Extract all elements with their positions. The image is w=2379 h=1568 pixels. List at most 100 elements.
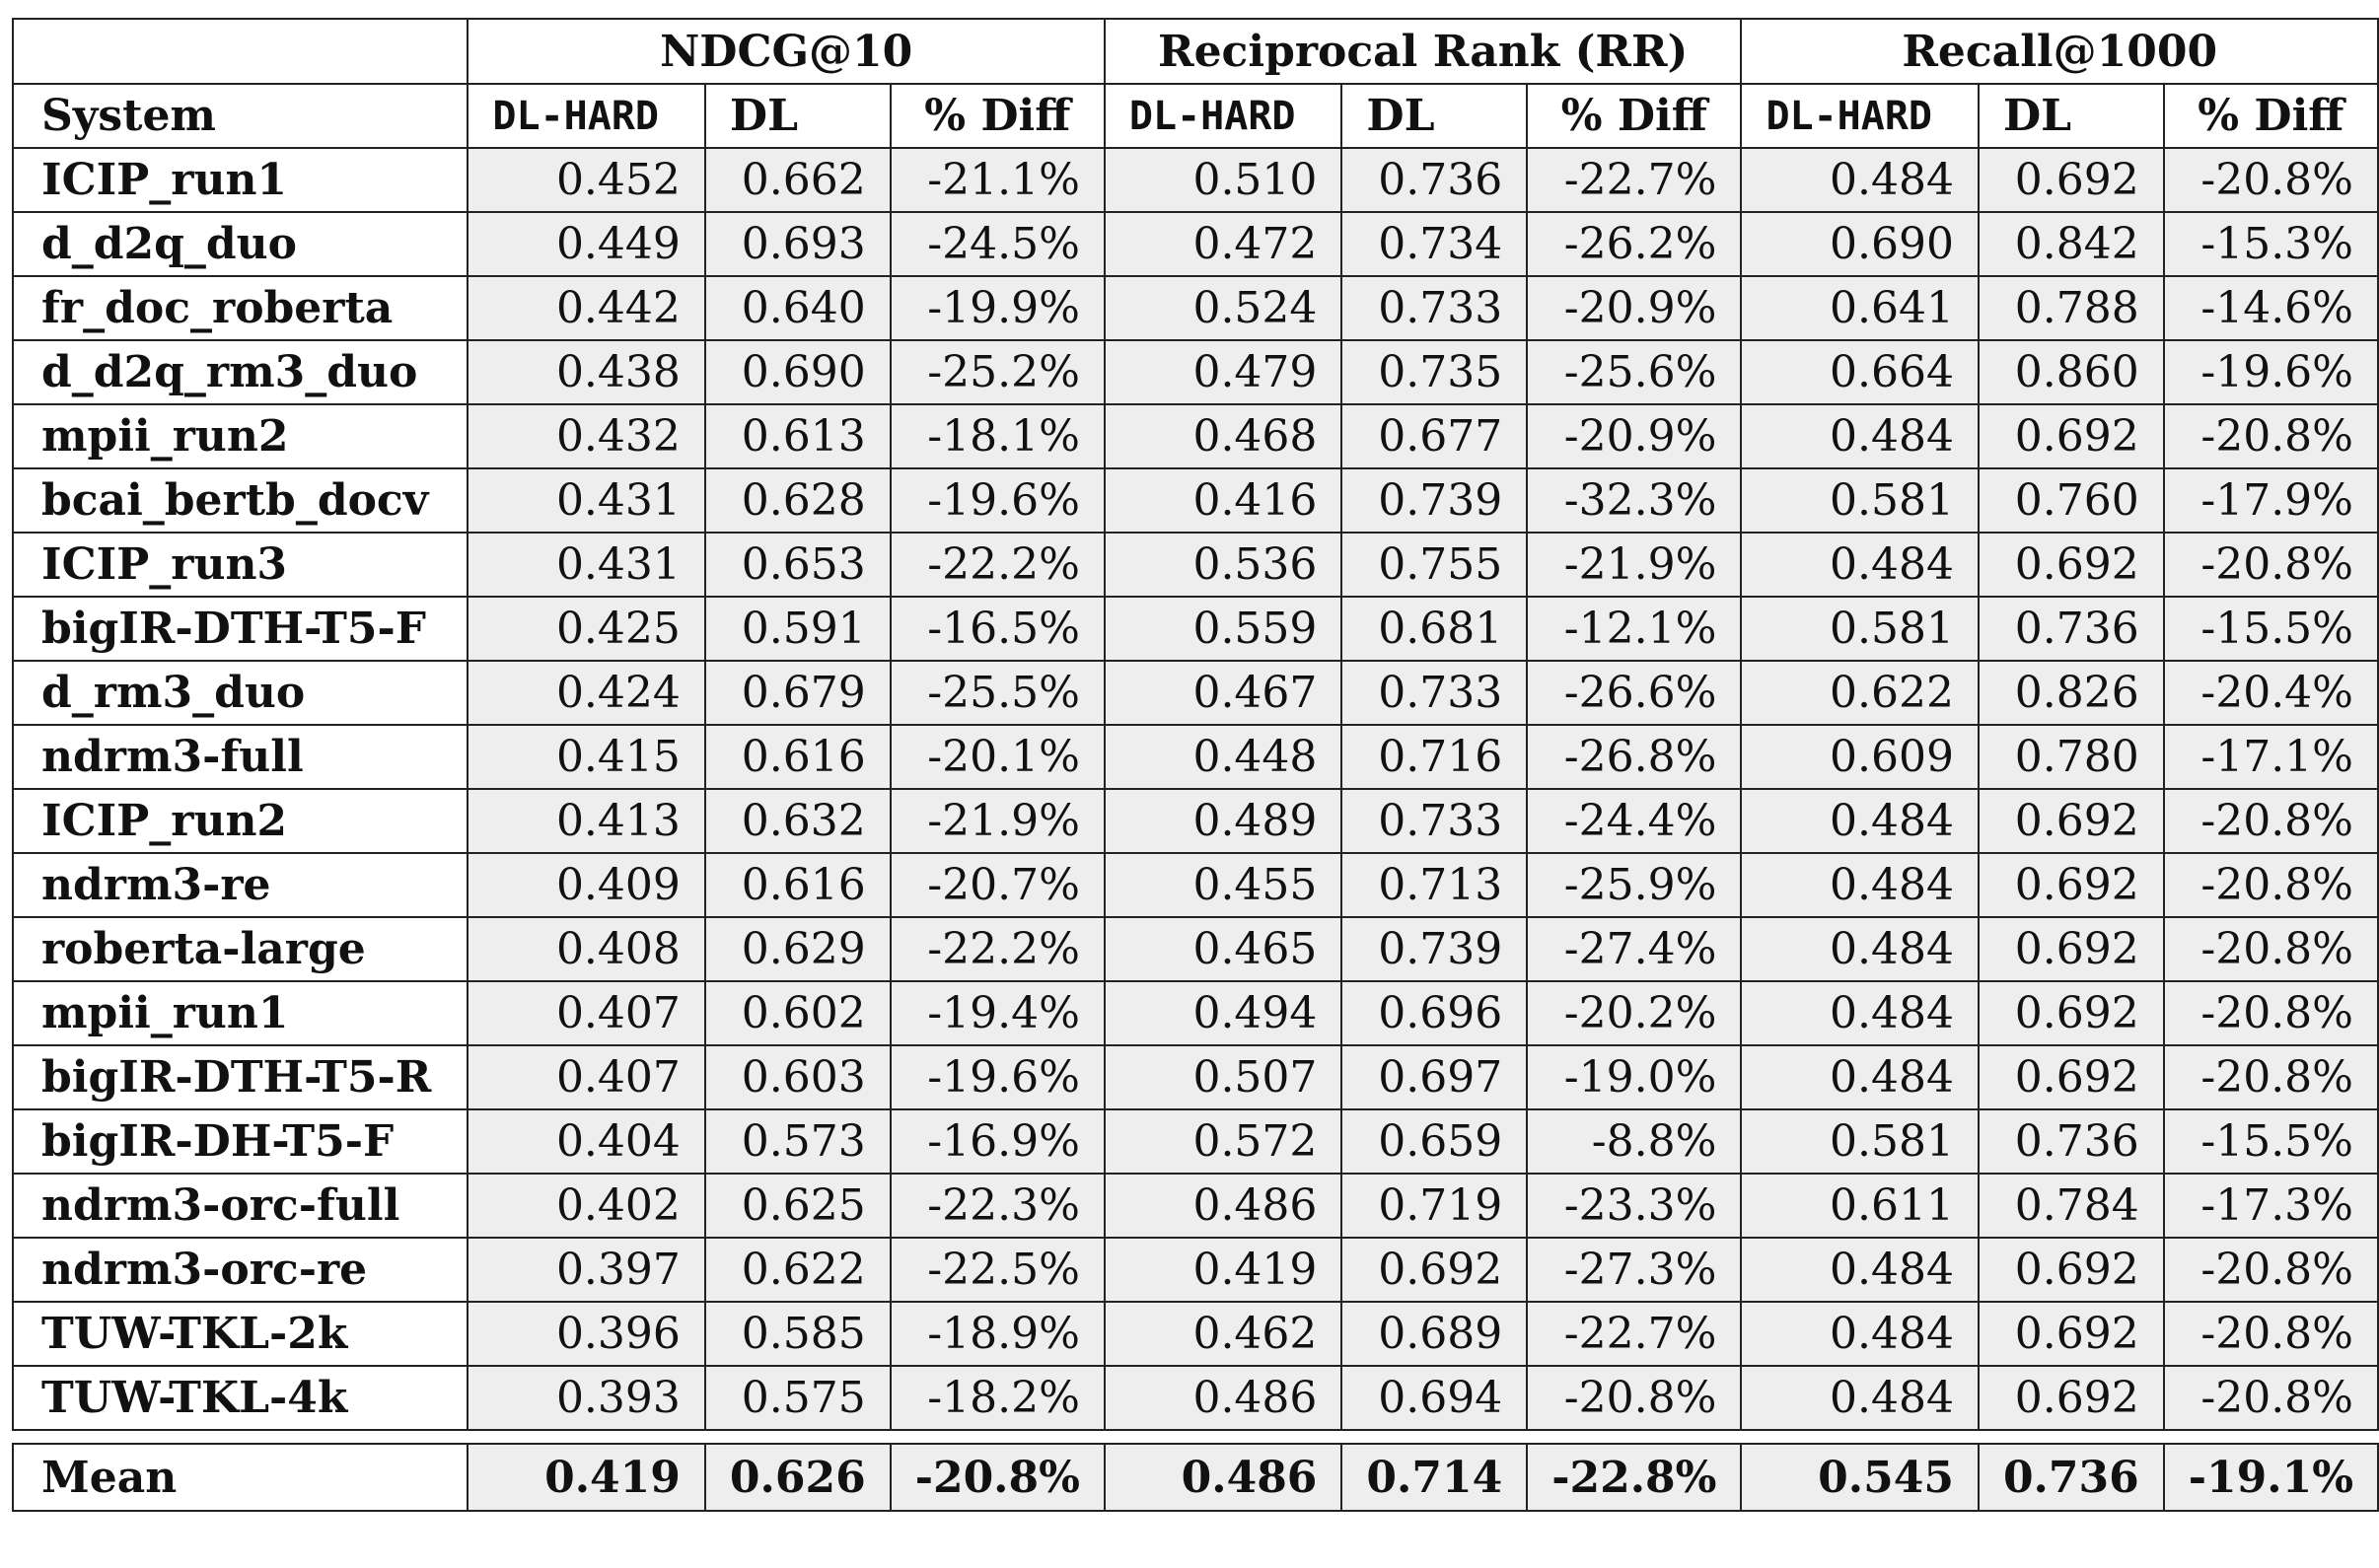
value-cell-recall-dl: 0.692 [1977,788,2165,854]
value-cell-ndcg-diff: -25.5% [889,660,1106,726]
table-row: ndrm3-re 0.409 0.616 -20.7% 0.455 0.713 -25.9%… [11,852,2379,918]
value-cell-recall-dl: 0.692 [1977,1044,2165,1110]
value-cell-ndcg-diff: -18.9% [889,1301,1106,1367]
table-row: mpii_run2 0.432 0.613 -18.1% 0.468 0.677 -20.9… [11,403,2379,469]
table-row: ICIP_run2 0.413 0.632 -21.9% 0.489 0.733 -24.4… [11,788,2379,854]
system-name-cell: d_d2q_rm3_duo [11,339,469,405]
value-cell-recall-diff: -20.8% [2162,1237,2379,1303]
value-cell-ndcg-dl: 0.640 [703,275,892,341]
value-cell-rr-dlhard: 0.507 [1103,1044,1343,1110]
mean-label-cell: Mean [11,1443,469,1512]
value-cell-ndcg-diff: -19.9% [889,275,1106,341]
table-row: bigIR-DTH-T5-R 0.407 0.603 -19.6% 0.507 0.697… [11,1044,2379,1110]
value-cell-rr-dlhard: 0.468 [1103,403,1343,469]
value-cell-rr-dl: 0.713 [1340,852,1529,918]
system-name-cell: TUW-TKL-2k [11,1301,469,1367]
value-cell-recall-diff: -20.8% [2162,1301,2379,1367]
system-name-cell: ICIP_run1 [11,147,469,213]
table-row: ICIP_run1 0.452 0.662 -21.1% 0.510 0.736 -22.7… [11,147,2379,213]
system-name-cell: ndrm3-full [11,724,469,790]
value-cell-rr-dlhard: 0.486 [1103,1173,1343,1239]
value-cell-ndcg-dlhard: 0.438 [467,339,706,405]
mean-value-cell-rr-dlhard: 0.486 [1103,1443,1343,1512]
value-cell-ndcg-dl: 0.622 [703,1237,892,1303]
value-cell-recall-diff: -20.8% [2162,403,2379,469]
value-cell-ndcg-dl: 0.653 [703,532,892,598]
value-cell-recall-dl: 0.784 [1977,1173,2165,1239]
value-cell-ndcg-dlhard: 0.397 [467,1237,706,1303]
value-cell-rr-dl: 0.739 [1340,467,1529,534]
value-cell-rr-dlhard: 0.465 [1103,916,1343,982]
value-cell-ndcg-dlhard: 0.393 [467,1365,706,1431]
sub-header-dlhard-ndcg: DL-HARD [467,83,706,149]
sub-header-dl-recall: DL [1977,83,2165,149]
table-row: bcai_bertb_docv 0.431 0.628 -19.6% 0.416 0.73… [11,467,2379,534]
group-header-row: NDCG@10 Reciprocal Rank (RR) Recall@1000 [11,18,2379,85]
value-cell-rr-dl: 0.681 [1340,596,1529,662]
value-cell-ndcg-diff: -20.7% [889,852,1106,918]
value-cell-rr-diff: -26.2% [1526,211,1743,277]
value-cell-rr-dl: 0.677 [1340,403,1529,469]
mean-value-cell-ndcg-dl: 0.626 [703,1443,892,1512]
value-cell-rr-diff: -20.9% [1526,275,1743,341]
value-cell-ndcg-diff: -22.2% [889,532,1106,598]
value-cell-ndcg-diff: -21.9% [889,788,1106,854]
value-cell-recall-dl: 0.736 [1977,596,2165,662]
value-cell-recall-dlhard: 0.664 [1740,339,1980,405]
sub-header-dlhard-recall: DL-HARD [1740,83,1980,149]
value-cell-recall-dl: 0.692 [1977,916,2165,982]
value-cell-ndcg-dlhard: 0.408 [467,916,706,982]
value-cell-rr-dlhard: 0.479 [1103,339,1343,405]
value-cell-rr-dlhard: 0.486 [1103,1365,1343,1431]
value-cell-ndcg-dlhard: 0.431 [467,532,706,598]
value-cell-ndcg-dl: 0.613 [703,403,892,469]
value-cell-ndcg-dl: 0.632 [703,788,892,854]
table-footer: Mean 0.419 0.626 -20.8% 0.486 0.714 -22.8% 0.54… [11,1429,2379,1512]
table-body: ICIP_run1 0.452 0.662 -21.1% 0.510 0.736 -22.7… [11,147,2379,1431]
value-cell-ndcg-diff: -18.1% [889,403,1106,469]
value-cell-ndcg-dl: 0.662 [703,147,892,213]
value-cell-rr-dl: 0.733 [1340,788,1529,854]
value-cell-rr-dlhard: 0.448 [1103,724,1343,790]
system-name-cell: bigIR-DH-T5-F [11,1108,469,1175]
value-cell-ndcg-dl: 0.591 [703,596,892,662]
system-name-cell: d_d2q_duo [11,211,469,277]
value-cell-recall-dlhard: 0.690 [1740,211,1980,277]
value-cell-ndcg-dlhard: 0.402 [467,1173,706,1239]
value-cell-ndcg-diff: -21.1% [889,147,1106,213]
value-cell-rr-dl: 0.697 [1340,1044,1529,1110]
value-cell-recall-diff: -20.8% [2162,788,2379,854]
value-cell-recall-diff: -15.3% [2162,211,2379,277]
mean-value-cell-recall-dlhard: 0.545 [1740,1443,1980,1512]
value-cell-ndcg-dlhard: 0.425 [467,596,706,662]
value-cell-recall-dlhard: 0.609 [1740,724,1980,790]
value-cell-ndcg-dl: 0.679 [703,660,892,726]
system-name-cell: mpii_run2 [11,403,469,469]
value-cell-recall-diff: -20.8% [2162,532,2379,598]
value-cell-recall-diff: -15.5% [2162,1108,2379,1175]
mean-row: Mean 0.419 0.626 -20.8% 0.486 0.714 -22.8% 0.54… [11,1443,2379,1512]
value-cell-rr-dl: 0.755 [1340,532,1529,598]
value-cell-rr-dl: 0.739 [1340,916,1529,982]
value-cell-ndcg-dlhard: 0.452 [467,147,706,213]
table-row: ndrm3-orc-full 0.402 0.625 -22.3% 0.486 0.719… [11,1173,2379,1239]
value-cell-ndcg-diff: -20.1% [889,724,1106,790]
value-cell-rr-dl: 0.659 [1340,1108,1529,1175]
system-name-cell: ICIP_run2 [11,788,469,854]
value-cell-ndcg-diff: -22.3% [889,1173,1106,1239]
value-cell-ndcg-diff: -25.2% [889,339,1106,405]
value-cell-recall-dl: 0.692 [1977,1301,2165,1367]
value-cell-rr-diff: -27.3% [1526,1237,1743,1303]
value-cell-ndcg-dl: 0.693 [703,211,892,277]
value-cell-ndcg-dlhard: 0.432 [467,403,706,469]
value-cell-ndcg-diff: -18.2% [889,1365,1106,1431]
value-cell-ndcg-dl: 0.585 [703,1301,892,1367]
sub-header-diff-recall: % Diff [2162,83,2379,149]
value-cell-ndcg-dl: 0.573 [703,1108,892,1175]
mean-value-cell-ndcg-diff: -20.8% [889,1443,1106,1512]
value-cell-ndcg-dl: 0.629 [703,916,892,982]
value-cell-recall-dlhard: 0.581 [1740,1108,1980,1175]
value-cell-ndcg-diff: -22.5% [889,1237,1106,1303]
value-cell-recall-diff: -20.8% [2162,916,2379,982]
table-row: ICIP_run3 0.431 0.653 -22.2% 0.536 0.755 -21.9… [11,532,2379,598]
